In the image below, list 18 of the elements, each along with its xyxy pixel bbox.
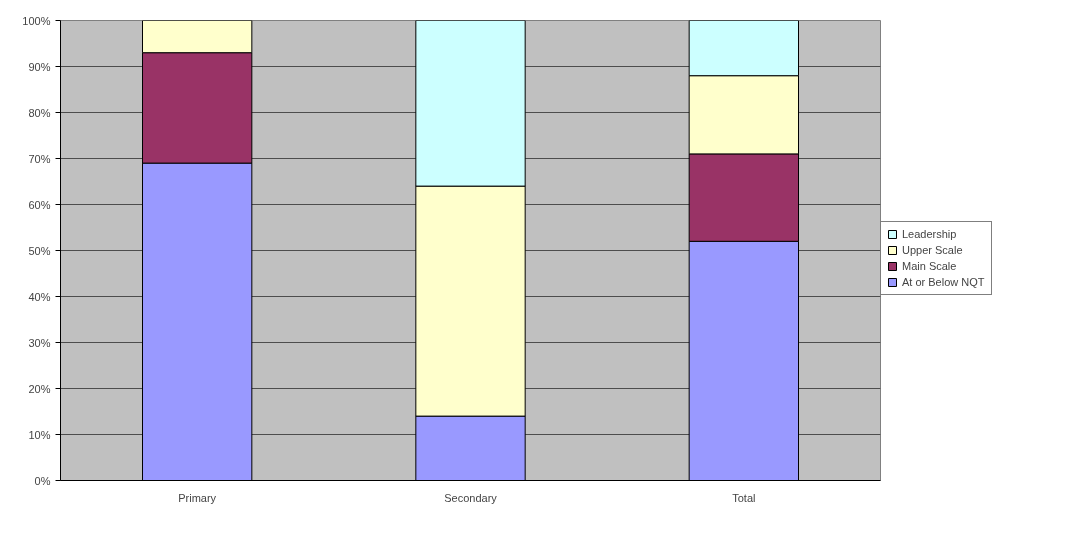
y-tick-label: 80% [28, 106, 51, 119]
y-tick-label: 40% [28, 290, 51, 303]
y-tick-label: 0% [34, 474, 51, 487]
legend-label: At or Below NQT [902, 276, 985, 288]
legend-label: Upper Scale [902, 244, 963, 256]
y-tick-label: 20% [28, 382, 51, 395]
y-tick-label: 30% [28, 336, 51, 349]
x-tick-label: Secondary [444, 491, 498, 504]
y-tick-label: 100% [22, 14, 51, 27]
y-tick-label: 50% [28, 244, 51, 257]
y-tick-label: 60% [28, 198, 51, 211]
x-tick-label: Primary [178, 491, 217, 504]
legend-label: Leadership [902, 228, 957, 240]
y-tick-label: 90% [28, 60, 51, 73]
y-tick-label: 70% [28, 152, 51, 165]
y-tick-label: 10% [28, 428, 51, 441]
legend-label: Main Scale [902, 260, 957, 272]
x-tick-label: Total [732, 491, 756, 504]
